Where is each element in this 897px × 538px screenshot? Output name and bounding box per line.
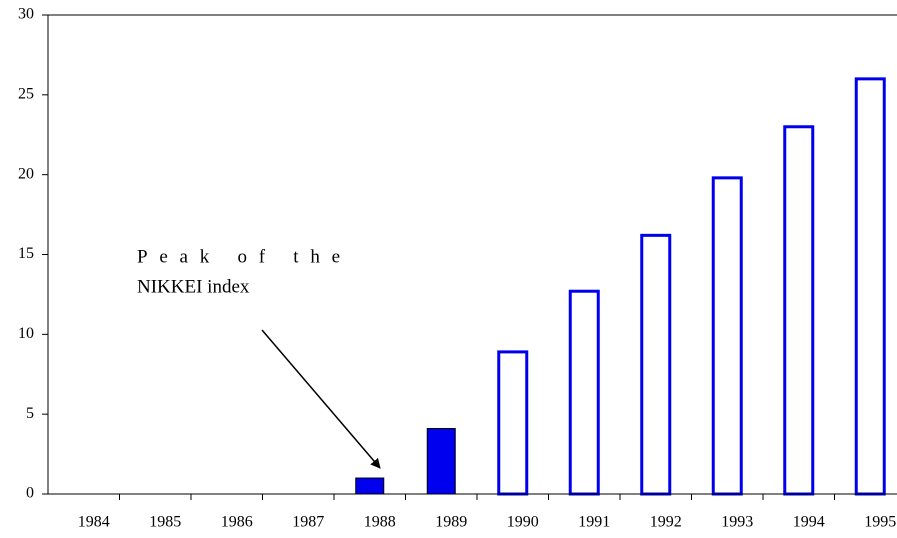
y-tick-label: 30 — [18, 6, 34, 23]
x-tick-label: 1989 — [435, 514, 467, 531]
annotation-line: Peak of the — [137, 246, 340, 267]
y-tick-label: 25 — [18, 86, 34, 103]
bar — [497, 350, 529, 496]
bar — [355, 477, 385, 495]
x-tick-label: 1988 — [364, 514, 396, 531]
y-tick-label: 15 — [18, 245, 34, 262]
x-tick-label: 1993 — [721, 514, 753, 531]
bar — [783, 125, 815, 496]
annotation-arrow — [261, 329, 381, 469]
annotation-line: NIKKEI index — [137, 276, 250, 297]
x-tick-label: 1986 — [221, 514, 253, 531]
y-tick-label: 5 — [26, 405, 34, 422]
x-tick-label: 1994 — [793, 514, 825, 531]
x-tick-label: 1985 — [149, 514, 181, 531]
x-tick-label: 1995 — [864, 514, 896, 531]
y-tick-label: 10 — [18, 325, 34, 342]
bar — [426, 428, 456, 495]
bar — [568, 289, 600, 496]
x-tick-label: 1987 — [292, 514, 324, 531]
y-tick-label: 20 — [18, 165, 34, 182]
bar — [711, 176, 743, 496]
bar — [854, 77, 886, 496]
x-tick-label: 1991 — [578, 514, 610, 531]
y-tick-label: 0 — [26, 485, 34, 502]
x-tick-label: 1990 — [507, 514, 539, 531]
x-tick-label: 1992 — [650, 514, 682, 531]
bar — [640, 233, 672, 496]
x-tick-label: 1984 — [78, 514, 110, 531]
